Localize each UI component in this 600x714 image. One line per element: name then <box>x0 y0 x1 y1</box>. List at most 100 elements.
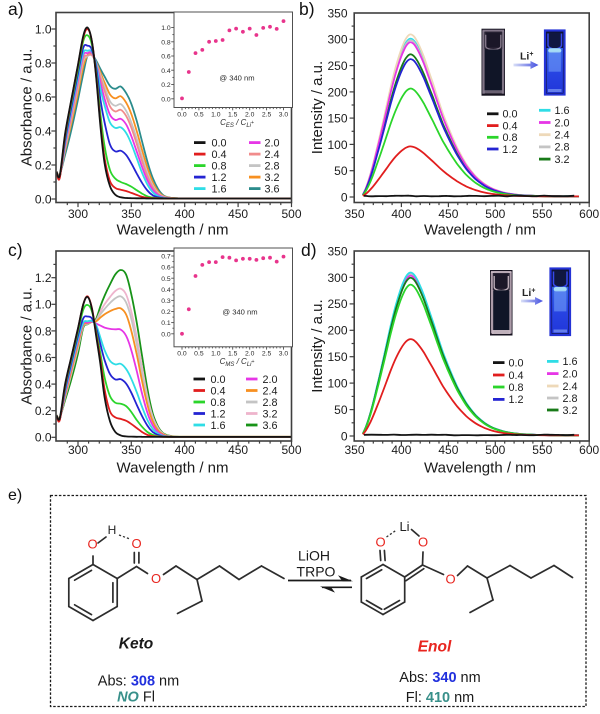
svg-text:350: 350 <box>327 6 347 20</box>
svg-text:1.2: 1.2 <box>503 144 518 156</box>
svg-text:1.2: 1.2 <box>212 172 227 184</box>
svg-text:2.0: 2.0 <box>265 137 280 149</box>
svg-text:0.1: 0.1 <box>161 320 171 327</box>
svg-text:0.0: 0.0 <box>35 192 52 206</box>
svg-text:0.0: 0.0 <box>177 111 187 118</box>
svg-text:CES / CLi+: CES / CLi+ <box>220 118 254 129</box>
svg-text:Absorbance / a.u.: Absorbance / a.u. <box>19 287 36 405</box>
svg-text:0.0: 0.0 <box>177 351 187 358</box>
svg-text:0.6: 0.6 <box>161 265 171 272</box>
svg-text:e): e) <box>8 487 22 504</box>
svg-text:0.4: 0.4 <box>35 378 52 392</box>
svg-text:2.8: 2.8 <box>555 142 570 154</box>
svg-text:400: 400 <box>391 207 411 221</box>
svg-text:O: O <box>418 535 428 550</box>
svg-text:50: 50 <box>334 164 348 178</box>
svg-text:2.0: 2.0 <box>245 111 255 118</box>
svg-text:500: 500 <box>485 207 505 221</box>
svg-text:0.0: 0.0 <box>503 109 518 121</box>
svg-text:500: 500 <box>281 443 301 457</box>
svg-text:100: 100 <box>327 138 347 152</box>
svg-text:0.4: 0.4 <box>161 287 171 294</box>
svg-text:2.0: 2.0 <box>563 368 578 380</box>
svg-text:2.4: 2.4 <box>555 130 570 142</box>
svg-text:0.4: 0.4 <box>509 370 524 382</box>
svg-text:300: 300 <box>68 207 88 221</box>
svg-text:0.4: 0.4 <box>161 68 171 75</box>
svg-text:CMS / CLi+: CMS / CLi+ <box>220 357 255 368</box>
svg-text:2.5: 2.5 <box>262 351 272 358</box>
svg-text:Abs: 308 nm: Abs: 308 nm <box>98 674 179 690</box>
svg-text:1.0: 1.0 <box>35 298 52 312</box>
svg-text:50: 50 <box>334 403 348 417</box>
svg-text:400: 400 <box>391 443 411 457</box>
svg-text:@ 340 nm: @ 340 nm <box>219 74 254 83</box>
svg-text:0.5: 0.5 <box>194 111 204 118</box>
svg-text:450: 450 <box>438 443 458 457</box>
svg-text:NO Fl: NO Fl <box>117 690 155 706</box>
svg-text:150: 150 <box>327 112 347 126</box>
svg-text:0.0: 0.0 <box>509 357 524 369</box>
svg-text:O: O <box>87 537 97 552</box>
svg-text:250: 250 <box>327 59 347 73</box>
svg-text:Abs: 340 nm: Abs: 340 nm <box>399 670 480 686</box>
svg-text:O: O <box>375 535 385 550</box>
svg-text:450: 450 <box>438 207 458 221</box>
svg-text:1.6: 1.6 <box>212 183 227 195</box>
svg-text:1.6: 1.6 <box>555 105 570 117</box>
svg-text:350: 350 <box>344 443 364 457</box>
svg-text:a): a) <box>8 0 24 19</box>
svg-text:0: 0 <box>341 190 348 204</box>
svg-text:Keto: Keto <box>119 635 153 652</box>
svg-text:0.3: 0.3 <box>161 298 171 305</box>
svg-text:450: 450 <box>228 443 248 457</box>
svg-text:Li: Li <box>399 519 409 534</box>
svg-text:600: 600 <box>579 207 599 221</box>
svg-text:Wavelength / nm: Wavelength / nm <box>424 222 536 239</box>
svg-text:2.8: 2.8 <box>563 393 578 405</box>
svg-text:0.0: 0.0 <box>211 374 226 386</box>
svg-text:1.2: 1.2 <box>35 271 52 285</box>
svg-text:0.0: 0.0 <box>35 431 52 445</box>
svg-text:1.5: 1.5 <box>228 111 238 118</box>
svg-text:1.0: 1.0 <box>211 351 221 358</box>
svg-text:350: 350 <box>121 207 141 221</box>
svg-text:350: 350 <box>327 244 347 258</box>
svg-text:Wavelength / nm: Wavelength / nm <box>117 222 229 239</box>
svg-text:LiOH: LiOH <box>298 548 330 564</box>
svg-text:0.8: 0.8 <box>503 132 518 144</box>
svg-text:500: 500 <box>485 443 505 457</box>
svg-text:b): b) <box>299 0 315 19</box>
svg-text:0.5: 0.5 <box>161 276 171 283</box>
svg-text:250: 250 <box>327 297 347 311</box>
svg-text:0.8: 0.8 <box>509 382 524 394</box>
svg-text:1.6: 1.6 <box>211 420 226 432</box>
svg-text:0.8: 0.8 <box>212 160 227 172</box>
svg-text:0.2: 0.2 <box>161 82 171 89</box>
svg-text:0.0: 0.0 <box>212 137 227 149</box>
svg-text:0.0: 0.0 <box>161 96 171 103</box>
svg-text:2.5: 2.5 <box>262 111 272 118</box>
svg-text:300: 300 <box>68 443 88 457</box>
svg-text:Intensity / a.u.: Intensity / a.u. <box>309 61 326 154</box>
svg-text:0.6: 0.6 <box>35 351 52 365</box>
svg-text:0.6: 0.6 <box>35 90 52 104</box>
svg-text:0.5: 0.5 <box>194 351 204 358</box>
svg-text:2.0: 2.0 <box>555 117 570 129</box>
svg-text:350: 350 <box>121 443 141 457</box>
svg-text:450: 450 <box>228 207 248 221</box>
svg-text:0.2: 0.2 <box>161 309 171 316</box>
svg-text:3.2: 3.2 <box>263 408 278 420</box>
svg-text:TRPO: TRPO <box>297 564 336 580</box>
svg-text:O: O <box>151 571 161 586</box>
svg-text:3.2: 3.2 <box>555 154 570 166</box>
svg-text:d): d) <box>301 240 317 260</box>
svg-text:3.6: 3.6 <box>263 420 278 432</box>
svg-text:600: 600 <box>579 443 599 457</box>
svg-text:0.4: 0.4 <box>212 149 227 161</box>
svg-text:2.0: 2.0 <box>245 351 255 358</box>
svg-text:100: 100 <box>327 377 347 391</box>
svg-text:2.8: 2.8 <box>263 397 278 409</box>
svg-text:0.8: 0.8 <box>35 56 52 70</box>
svg-text:500: 500 <box>281 207 301 221</box>
